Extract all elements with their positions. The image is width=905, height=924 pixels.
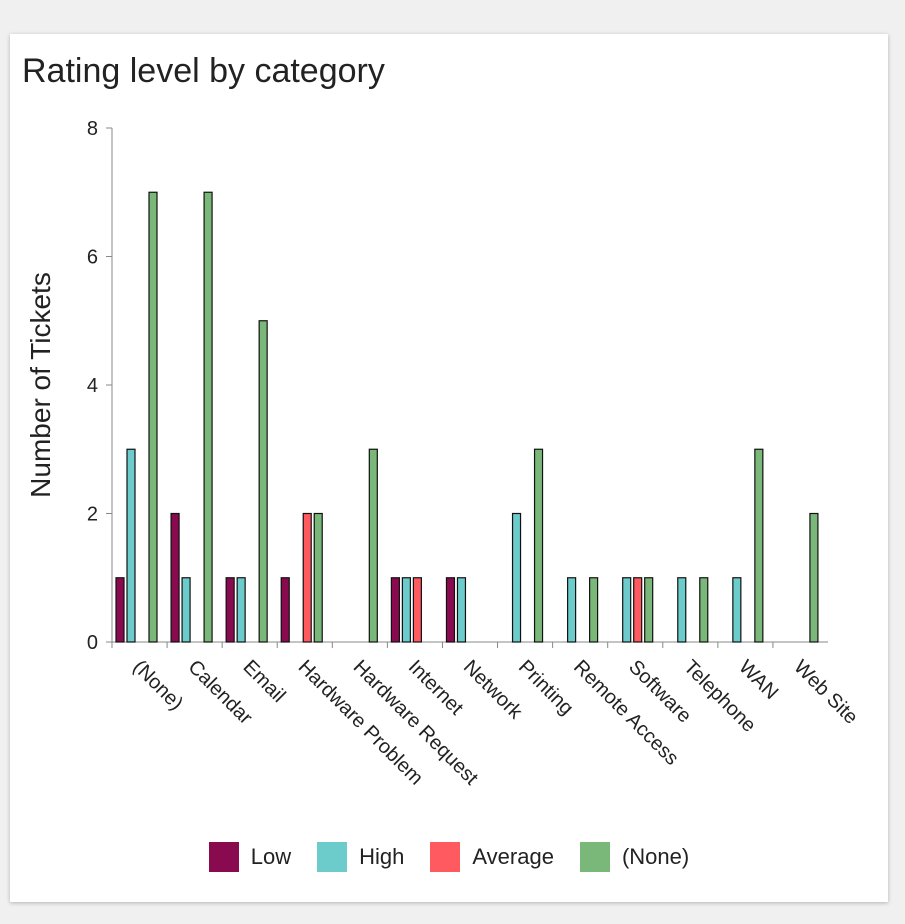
bar-high-none	[126, 448, 136, 643]
x-tick-label: WAN	[734, 656, 782, 704]
bar-none-telephone	[699, 577, 709, 643]
bar-high-email	[236, 577, 246, 643]
bar-low-network	[445, 577, 456, 643]
bar-average-hardware-problem	[302, 512, 312, 643]
legend-swatch	[430, 842, 461, 872]
legend-swatch	[317, 842, 348, 872]
legend-label: Average	[472, 844, 554, 869]
bar-average-internet	[412, 577, 422, 643]
y-tick-label: 2	[87, 504, 98, 526]
y-tick-label: 4	[87, 375, 98, 397]
legend-swatch	[208, 842, 239, 872]
legend-item[interactable]: (None)	[579, 842, 690, 872]
bar-high-printing	[511, 512, 522, 643]
legend-item[interactable]: Average	[430, 842, 554, 872]
bar-high-telephone	[677, 577, 687, 643]
chart-title: Rating level by category	[22, 52, 385, 90]
bar-low-hardware-problem	[280, 577, 290, 643]
bar-high-calendar	[181, 577, 191, 643]
bar-high-internet	[401, 577, 411, 643]
x-tick-label: Web Site	[789, 656, 862, 729]
bar-none-hardware-request	[368, 448, 378, 643]
bar-low-calendar	[170, 512, 180, 643]
x-tick-label: Email	[239, 656, 290, 707]
y-tick-label: 6	[87, 247, 98, 269]
legend-item[interactable]: Low	[208, 842, 292, 872]
bar-none-remote-access	[589, 577, 599, 643]
bar-average-software	[633, 577, 643, 643]
legend-label: (None)	[621, 844, 690, 869]
bar-low-internet	[390, 577, 400, 643]
bar-high-remote-access	[567, 577, 577, 643]
x-tick-label: Network	[459, 656, 527, 724]
bar-none-hardware-problem	[313, 512, 323, 643]
bar-none-software	[644, 577, 654, 643]
legend-label: High	[359, 844, 405, 869]
x-tick-label: (None)	[128, 656, 187, 715]
bar-high-wan	[732, 577, 742, 643]
bar-low-none	[115, 577, 125, 643]
bar-high-network	[456, 577, 467, 643]
bar-none-web-site	[809, 512, 819, 643]
bar-high-software	[622, 577, 632, 643]
legend-label: Low	[250, 844, 292, 869]
legend-swatch	[579, 842, 610, 872]
legend-item[interactable]: High	[317, 842, 404, 872]
bar-none-wan	[754, 448, 764, 643]
y-tick-label: 0	[87, 632, 98, 654]
bar-low-email	[225, 577, 235, 643]
bar-none-calendar	[203, 191, 213, 643]
chart-card: Rating level by category 0 2 4 6 8 Number of …	[10, 34, 888, 902]
bar-none-printing	[533, 448, 544, 643]
chart-legend: Low High Average (None)	[10, 842, 888, 872]
y-axis-title: Number of Tickets	[25, 272, 56, 498]
bar-none-email	[258, 320, 268, 643]
bar-none-none	[148, 191, 158, 643]
y-tick-label: 8	[87, 118, 98, 140]
